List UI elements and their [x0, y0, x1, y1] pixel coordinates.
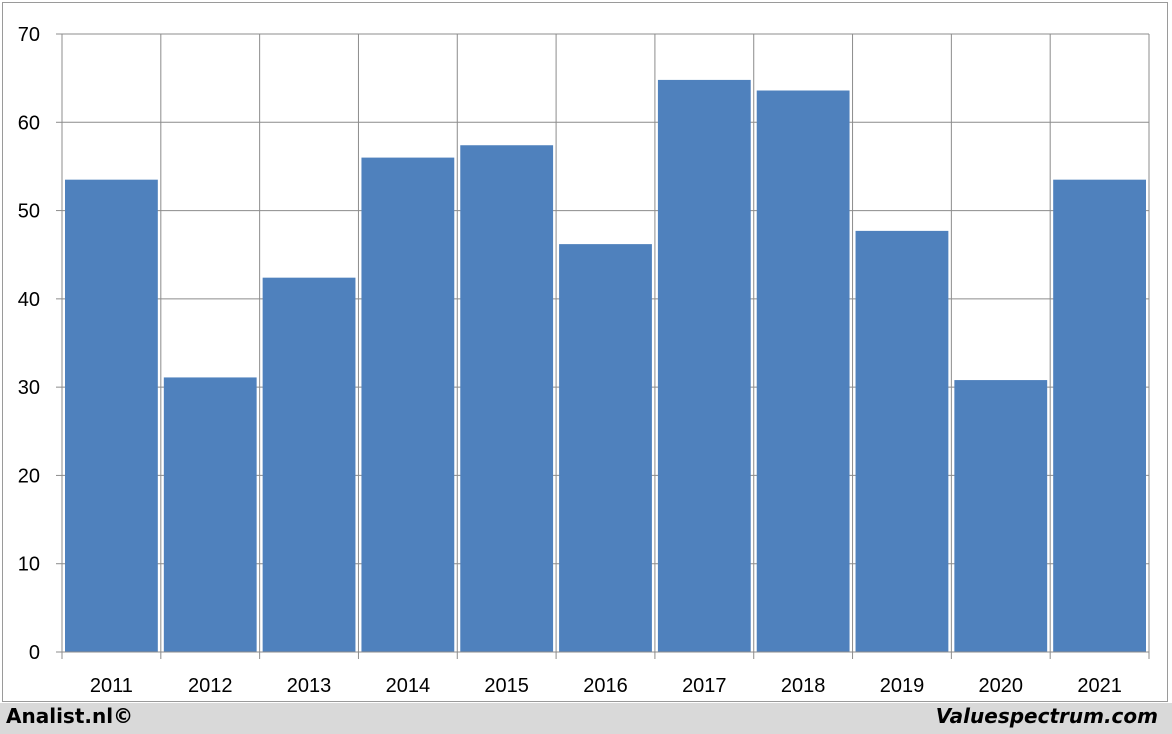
x-tick-label: 2020	[979, 675, 1024, 697]
analist-credit: Analist.nl©	[6, 704, 134, 728]
x-tick-label: 2011	[90, 675, 133, 697]
bar-2016	[559, 244, 652, 652]
x-tick-labels: 2011 2012 2013 2014 2015 2016 2017 2018 2019 2020…	[90, 675, 1122, 697]
x-tick-label: 2018	[781, 675, 826, 697]
bar-2012	[163, 377, 257, 652]
footer-bar: Analist.nl© Valuespectrum.com	[0, 703, 1172, 734]
y-tick-label: 20	[18, 465, 40, 487]
bar-chart: 0 10 20 30 40 50 60 70 2011 2012 2013 2014 2015 2016…	[18, 24, 1150, 697]
y-tick-labels: 0 10 20 30 40 50 60 70	[18, 24, 40, 664]
bars	[65, 79, 1146, 653]
x-tick-label: 2014	[386, 675, 431, 697]
y-tick-label: 0	[29, 642, 40, 664]
y-tick-label: 10	[18, 554, 40, 576]
bar-2020	[954, 380, 1048, 652]
x-tick-label: 2013	[287, 675, 332, 697]
x-tick-label: 2017	[682, 675, 727, 697]
bar-2019	[855, 230, 949, 652]
x-tick-label: 2012	[188, 675, 233, 697]
y-tick-label: 40	[18, 289, 40, 311]
bar-2018	[756, 90, 850, 652]
bar-2011	[65, 179, 158, 652]
bar-2021	[1053, 179, 1146, 652]
y-tick-label: 60	[18, 112, 40, 134]
axes	[56, 33, 1150, 659]
x-tick-label: 2015	[484, 675, 529, 697]
y-tick-label: 50	[18, 201, 40, 223]
valuespectrum-credit: Valuespectrum.com	[935, 704, 1158, 728]
x-tick-label: 2016	[583, 675, 628, 697]
x-tick-label: 2019	[880, 675, 925, 697]
bar-2014	[361, 157, 455, 652]
bar-2013	[262, 277, 356, 652]
y-tick-label: 70	[18, 24, 40, 46]
bar-2017	[657, 79, 751, 652]
y-tick-label: 30	[18, 377, 40, 399]
x-tick-label: 2021	[1077, 675, 1122, 697]
bar-2015	[460, 145, 554, 653]
